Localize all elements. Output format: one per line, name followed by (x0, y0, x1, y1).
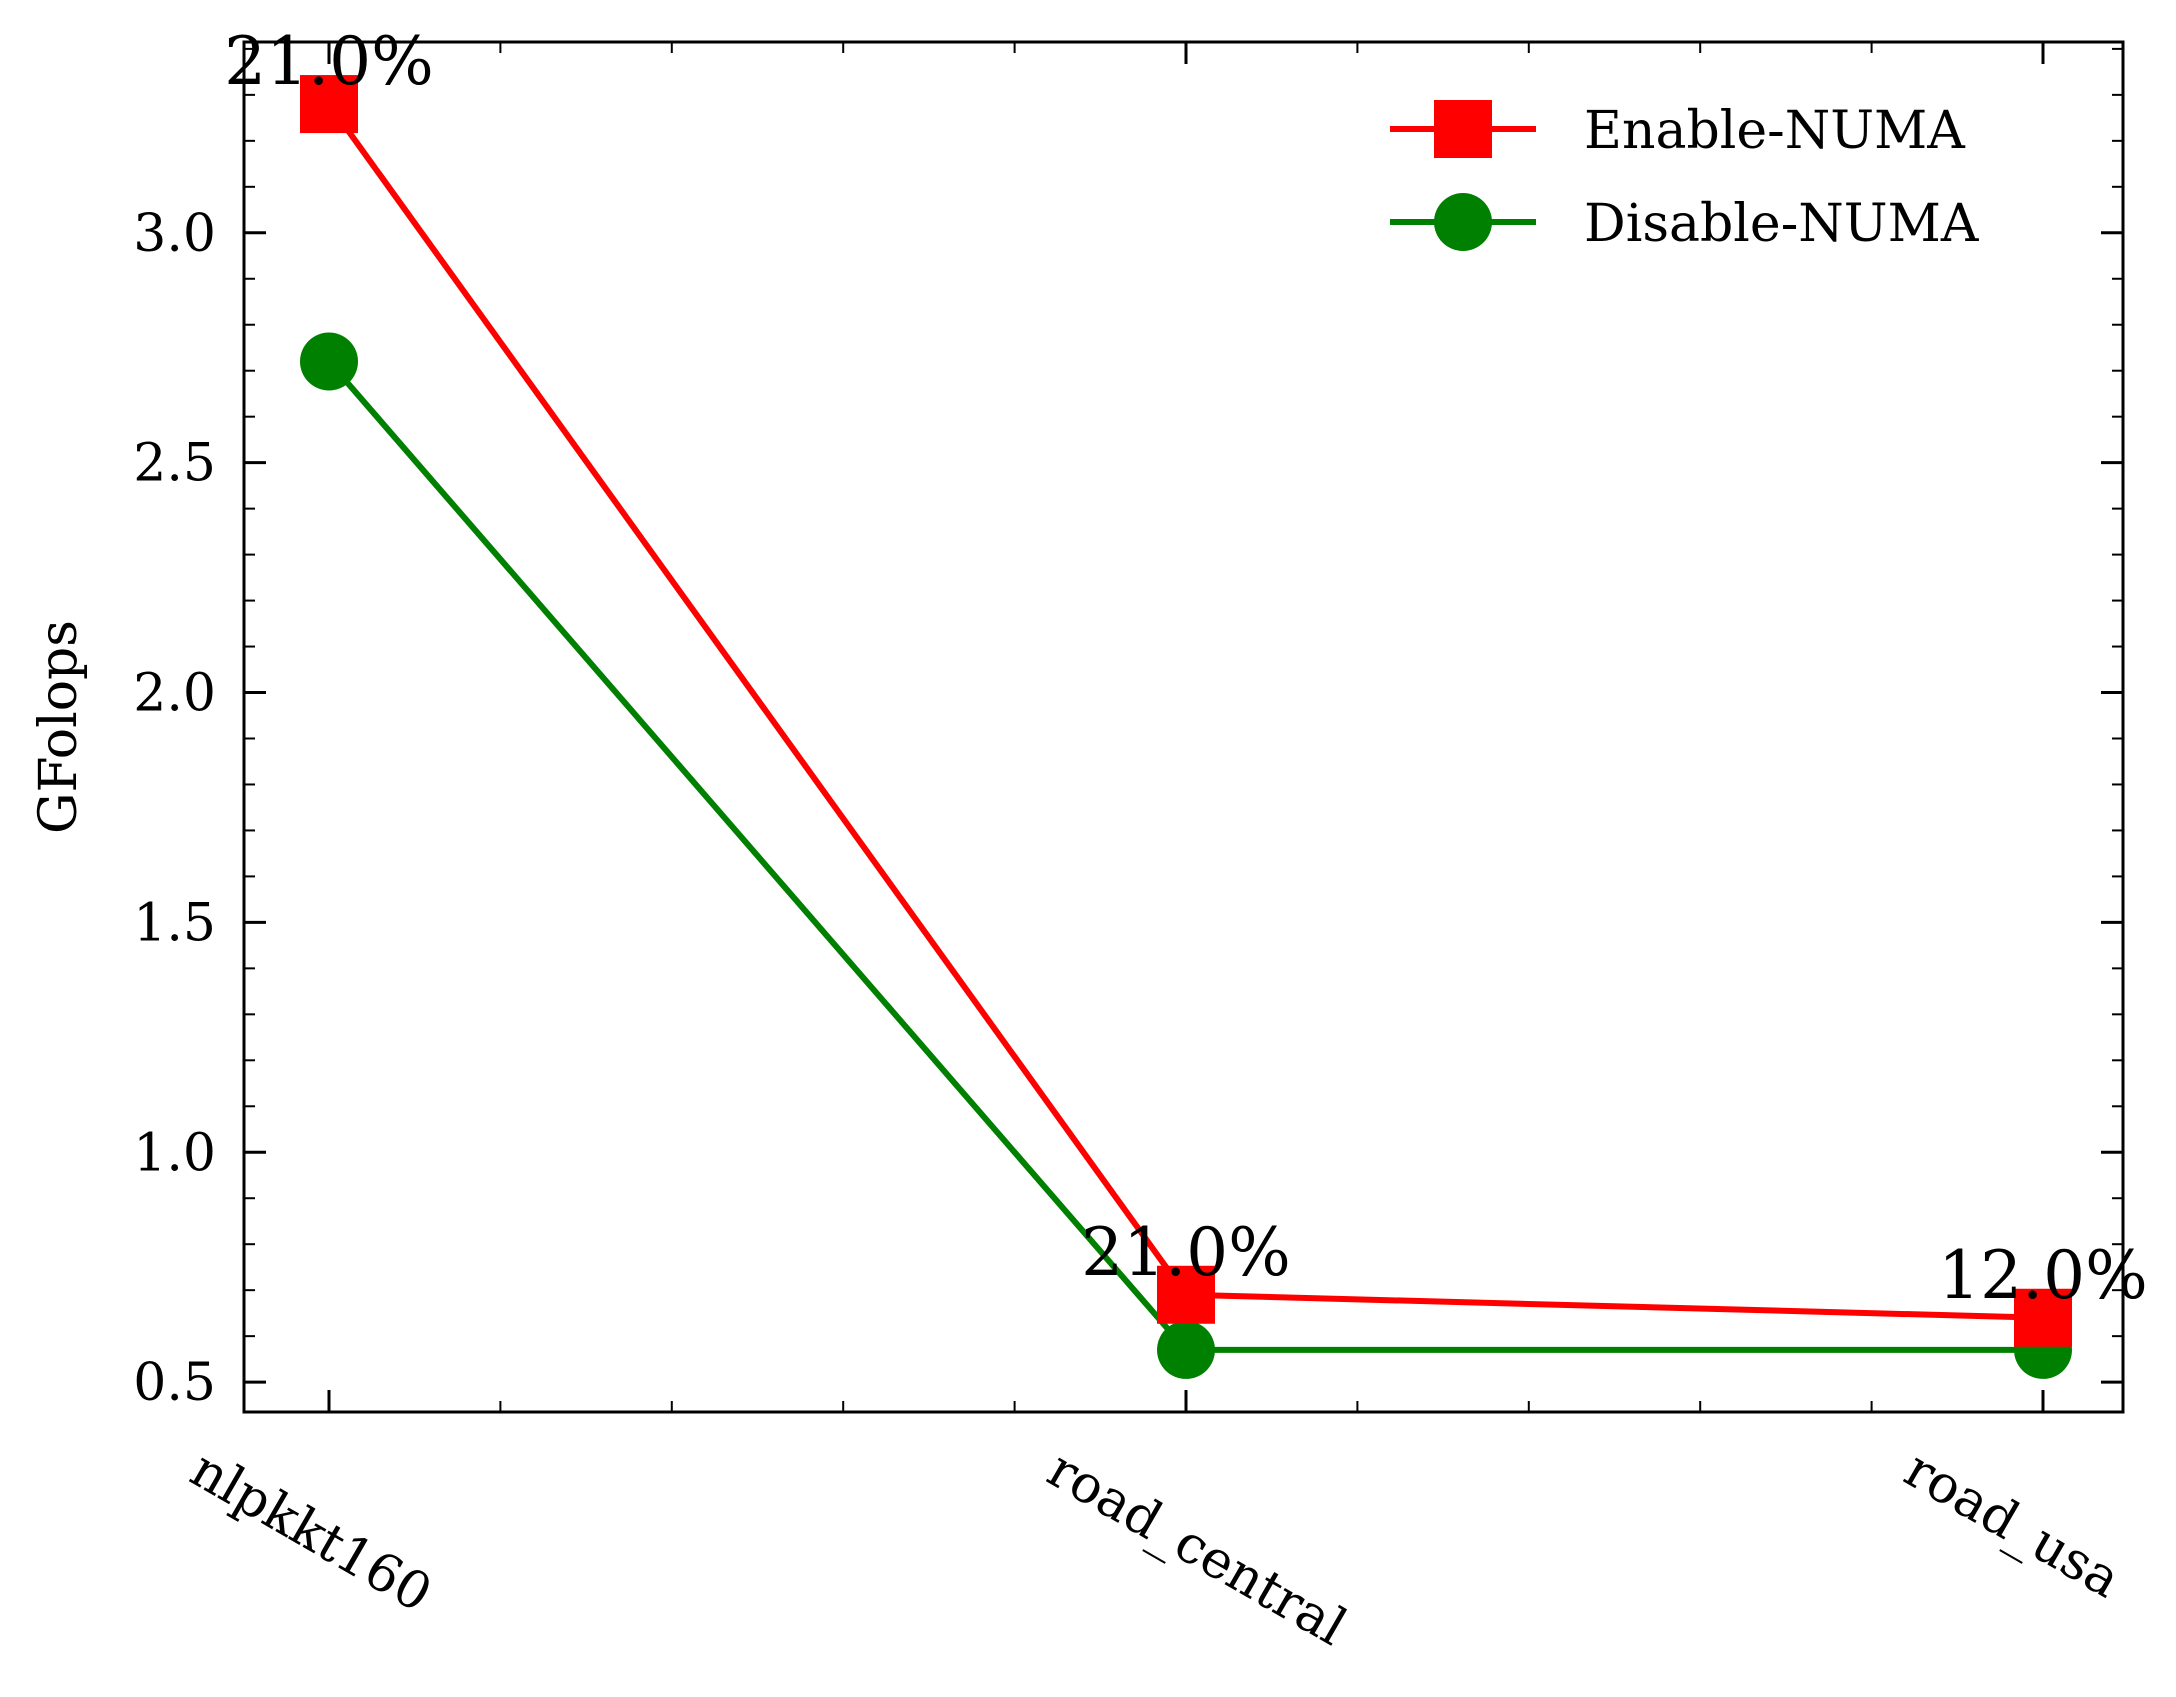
major-ticks (244, 42, 2123, 1412)
y-tick-label: 1.5 (133, 893, 216, 953)
y-axis-title: GFolops (29, 620, 89, 834)
legend-marker-enable-numa (1434, 100, 1492, 158)
y-tick-label: 2.5 (133, 434, 216, 494)
legend-label-disable-numa: Disable-NUMA (1584, 194, 1980, 254)
point-marker-disable-numa (1157, 1320, 1215, 1379)
series-line-enable-numa (326, 102, 2044, 1321)
legend-entry-enable-numa: Enable-NUMA (1390, 100, 1966, 161)
series-layer (300, 75, 2072, 1379)
point-marker-disable-numa (300, 332, 358, 391)
plot-area: 0.5 1.0 1.5 2.0 2.5 3.0 nlpkkt160 road_central… (133, 23, 2148, 1658)
y-tick-labels: 0.5 1.0 1.5 2.0 2.5 3.0 (133, 204, 216, 1413)
x-tick-label: road_usa (1895, 1439, 2131, 1610)
point-marker-enable-numa (1157, 1265, 1215, 1324)
y-tick-label: 0.5 (133, 1353, 216, 1413)
x-tick-label: nlpkkt160 (181, 1439, 442, 1624)
x-tick-label: road_central (1038, 1439, 1357, 1658)
axes-frame (242, 40, 2125, 1414)
legend-entry-disable-numa: Disable-NUMA (1390, 193, 1980, 254)
legend-label-enable-numa: Enable-NUMA (1584, 101, 1966, 161)
series-line-disable-numa (326, 359, 2043, 1353)
y-tick-label: 1.0 (133, 1123, 216, 1183)
y-tick-label: 3.0 (133, 204, 216, 264)
legend-marker-disable-numa (1434, 193, 1492, 251)
annotation-layer: 21.0% 21.0% 12.0% (224, 23, 2148, 1314)
data-annotation: 12.0% (1938, 1237, 2148, 1314)
legend: Enable-NUMA Disable-NUMA (1390, 100, 1980, 254)
x-tick-labels: nlpkkt160 road_central road_usa (181, 1439, 2131, 1658)
point-marker-enable-numa (300, 75, 358, 134)
y-tick-label: 2.0 (133, 664, 216, 724)
minor-ticks (244, 42, 2123, 1412)
data-annotation: 21.0% (224, 23, 434, 100)
data-annotation: 21.0% (1081, 1214, 1291, 1291)
point-marker-enable-numa (2014, 1288, 2072, 1347)
